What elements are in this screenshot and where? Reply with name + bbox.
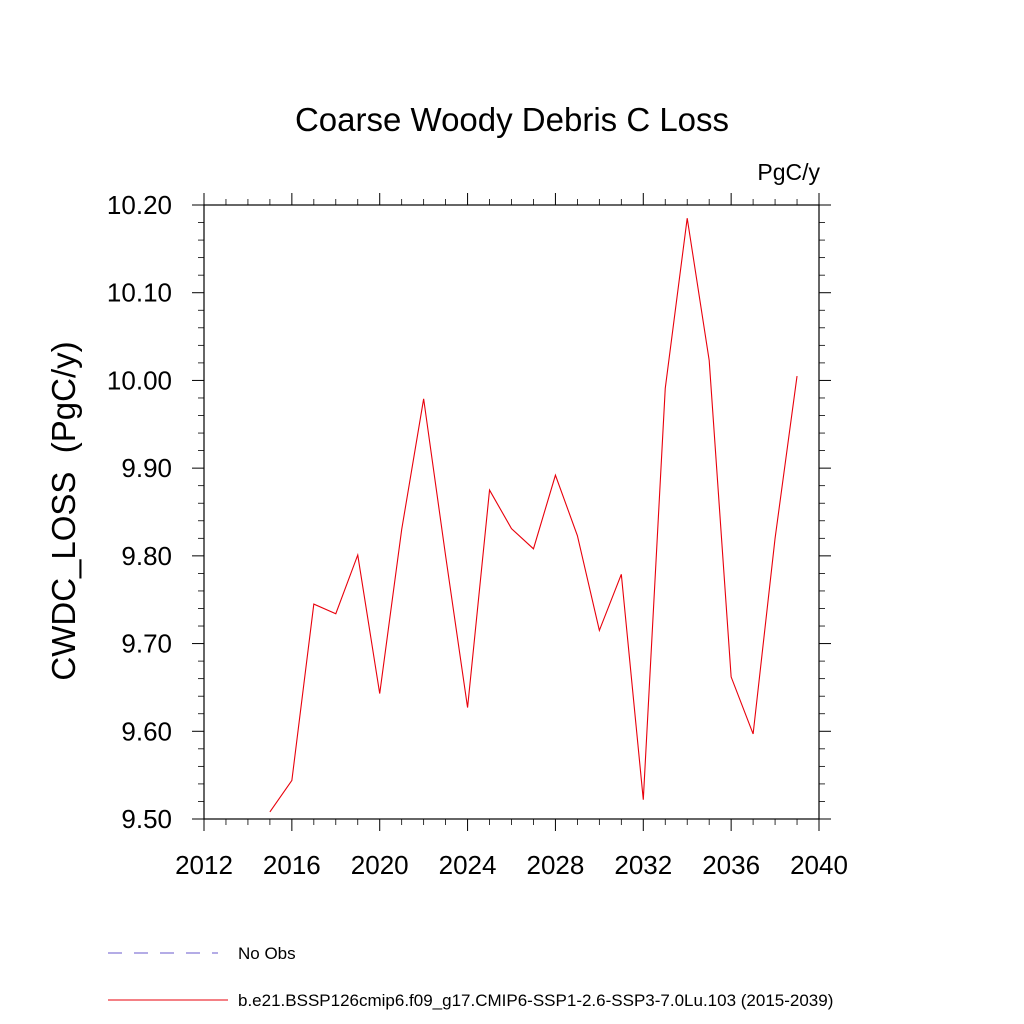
y-tick-label: 10.00 [107,365,172,395]
legend-label-model-run: b.e21.BSSP126cmip6.f09_g17.CMIP6-SSP1-2.… [238,991,833,1010]
series-group [269,218,798,813]
y-tick-label: 10.20 [107,190,172,220]
x-tick-label: 2028 [527,850,585,880]
series-line [269,218,798,813]
x-tick-label: 2040 [790,850,848,880]
y-tick-label: 9.90 [121,453,172,483]
x-tick-labels: 2012 2016 2020 2024 2028 2032 2036 2040 [175,850,848,880]
major-ticks [192,193,831,831]
x-tick-label: 2036 [702,850,760,880]
x-tick-label: 2032 [614,850,672,880]
y-tick-label: 9.70 [121,629,172,659]
minor-ticks [198,199,825,825]
y-axis-label: CWDC_LOSS (PgC/y) [45,341,82,680]
y-tick-label: 9.80 [121,541,172,571]
y-tick-label: 10.10 [107,278,172,308]
legend: No Obs b.e21.BSSP126cmip6.f09_g17.CMIP6-… [108,944,833,1010]
y-tick-label: 9.50 [121,804,172,834]
y-tick-label: 9.60 [121,716,172,746]
plot-frame [203,204,820,820]
x-tick-label: 2012 [175,850,233,880]
x-tick-label: 2024 [439,850,497,880]
legend-label-no-obs: No Obs [238,944,296,963]
chart-title: Coarse Woody Debris C Loss [295,101,729,138]
units-label: PgC/y [757,159,820,185]
x-tick-label: 2020 [351,850,409,880]
x-tick-label: 2016 [263,850,321,880]
y-tick-labels: 9.50 9.60 9.70 9.80 9.90 10.00 10.10 10.20 [107,190,172,834]
